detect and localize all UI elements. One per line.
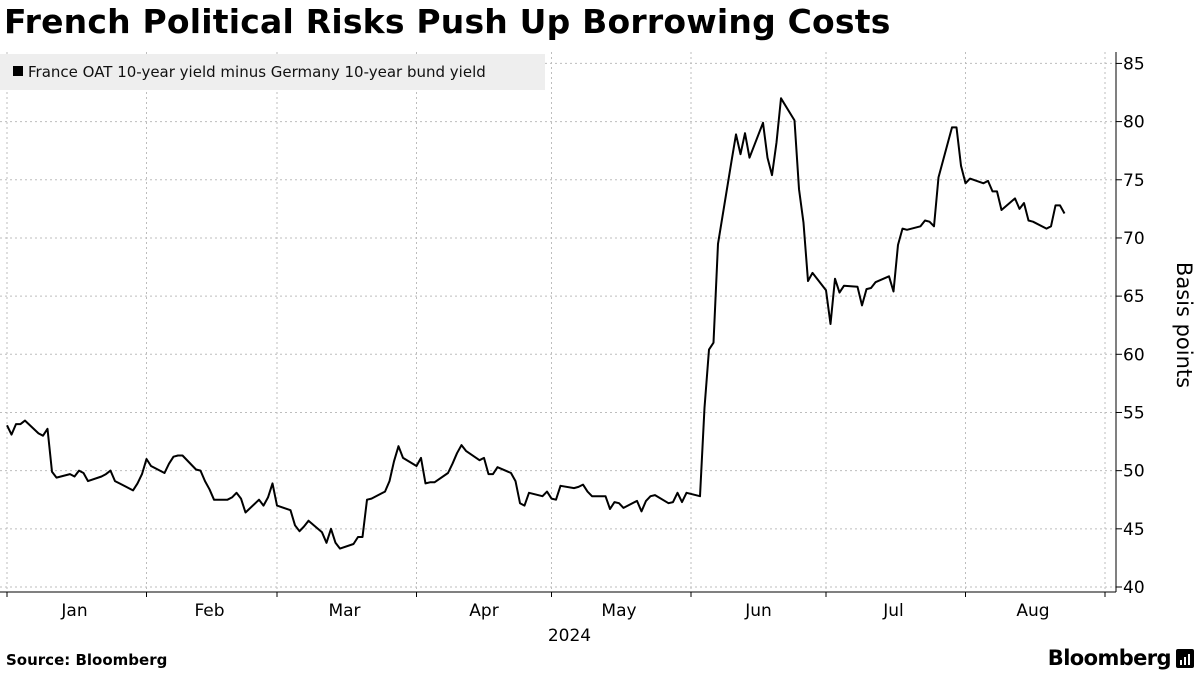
x-tick-label: Jul: [882, 601, 904, 621]
bloomberg-chart-icon: [1176, 648, 1194, 668]
legend: France OAT 10-year yield minus Germany 1…: [0, 54, 545, 90]
y-tick-label: 85: [1123, 54, 1145, 74]
y-tick-label: 50: [1123, 462, 1145, 482]
series-layer: [6, 97, 1066, 550]
x-tick-label: Mar: [328, 601, 360, 621]
source-note: Source: Bloomberg: [6, 651, 168, 669]
bloomberg-logo: Bloomberg: [1048, 646, 1194, 670]
y-tick-label: 75: [1123, 171, 1145, 191]
y-tick-label: 80: [1123, 113, 1145, 133]
legend-swatch: [13, 66, 23, 76]
legend-background: [0, 54, 545, 90]
y-tick-label: 60: [1123, 345, 1145, 365]
y-tick-label: 70: [1123, 229, 1145, 249]
series-line: [6, 97, 1066, 550]
x-tick-label: Jan: [60, 601, 87, 621]
x-axis-year-label: 2024: [548, 626, 591, 646]
chart-title: French Political Risks Push Up Borrowing…: [4, 2, 891, 41]
x-tick-label: Aug: [1016, 601, 1049, 621]
axes: 40 45 50 55 60 65 70 75 80 85 Jan Feb Mar Apr May Jun Ju…: [0, 52, 1145, 621]
y-tick-label: 55: [1123, 403, 1145, 423]
x-tick-label: Jun: [744, 601, 772, 621]
y-tick-label: 45: [1123, 520, 1145, 540]
y-tick-label: 40: [1123, 578, 1145, 598]
x-tick-label: Feb: [194, 601, 224, 621]
x-tick-label: Apr: [469, 601, 498, 621]
x-tick-label: May: [601, 601, 636, 621]
y-axis-label: Basis points: [1172, 262, 1196, 388]
gridlines: [0, 52, 1116, 592]
legend-label: France OAT 10-year yield minus Germany 1…: [28, 63, 486, 81]
brand-name: Bloomberg: [1047, 646, 1172, 670]
y-tick-label: 65: [1123, 287, 1145, 307]
